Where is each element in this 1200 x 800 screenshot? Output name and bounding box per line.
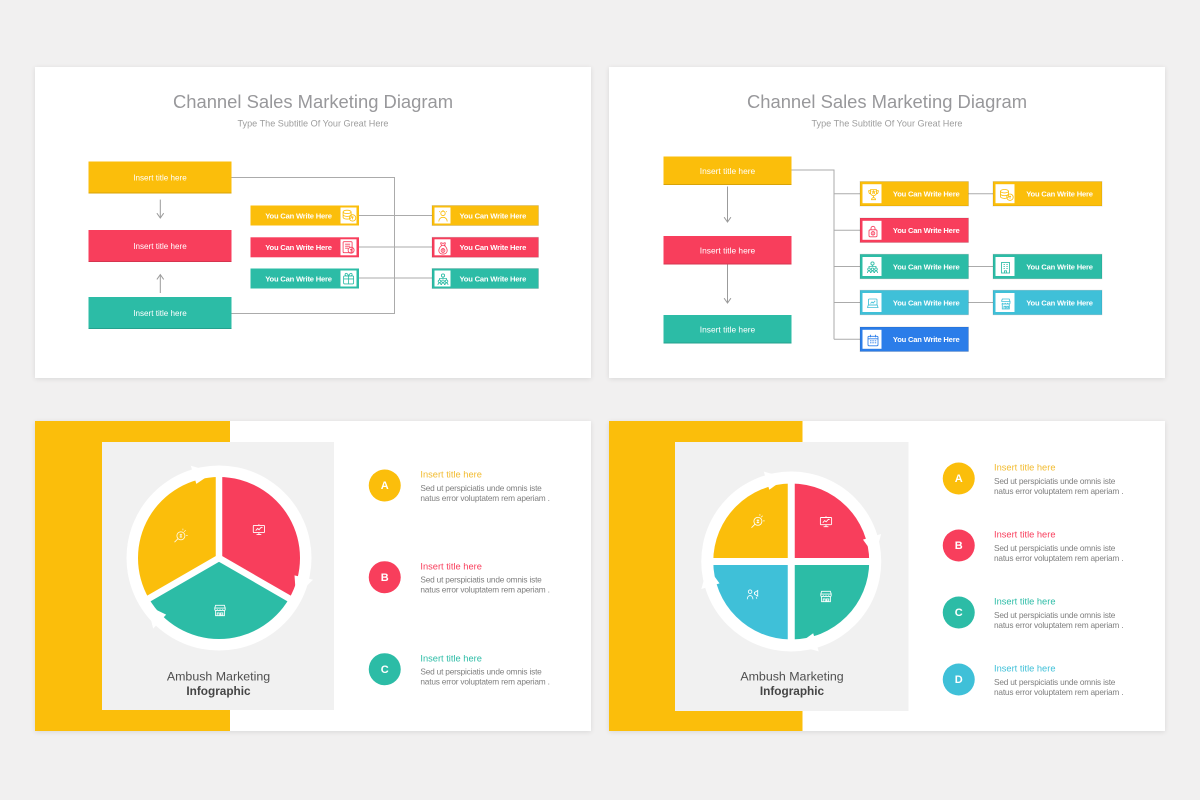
svg-text:natus error voluptatem rem ape: natus error voluptatem rem aperiam . [420,584,549,594]
svg-text:You Can Write Here: You Can Write Here [893,262,960,271]
svg-text:Infographic: Infographic [760,684,825,698]
svg-text:Sed ut perspiciatis unde omnis: Sed ut perspiciatis unde omnis iste [994,610,1116,620]
svg-text:Insert title here: Insert title here [994,596,1056,606]
svg-text:natus error voluptatem rem ape: natus error voluptatem rem aperiam . [994,686,1123,696]
svg-text:natus error voluptatem rem ape: natus error voluptatem rem aperiam . [994,485,1123,495]
svg-text:You Can Write Here: You Can Write Here [1026,262,1093,271]
svg-text:Insert title here: Insert title here [700,324,756,334]
svg-text:Insert title here: Insert title here [994,462,1056,472]
svg-text:natus error voluptatem rem ape: natus error voluptatem rem aperiam . [420,676,549,686]
svg-text:Ambush Marketing: Ambush Marketing [167,669,270,683]
svg-text:D: D [955,674,963,686]
svg-text:B: B [955,540,963,552]
svg-text:You Can Write Here: You Can Write Here [265,243,332,252]
svg-text:Ambush Marketing: Ambush Marketing [740,669,843,683]
svg-text:You Can Write Here: You Can Write Here [893,335,960,344]
svg-text:B: B [381,571,389,583]
svg-text:natus error voluptatem rem ape: natus error voluptatem rem aperiam . [994,619,1123,629]
svg-text:natus error voluptatem rem ape: natus error voluptatem rem aperiam . [994,552,1123,562]
svg-text:Insert title here: Insert title here [420,561,482,571]
svg-text:Sed ut perspiciatis unde omnis: Sed ut perspiciatis unde omnis iste [420,483,542,493]
svg-text:Insert title here: Insert title here [420,653,482,663]
svg-text:Insert title here: Insert title here [420,469,482,479]
svg-text:A: A [955,473,963,485]
svg-text:Insert title here: Insert title here [700,166,756,176]
svg-text:Sed ut perspiciatis unde omnis: Sed ut perspiciatis unde omnis iste [994,677,1116,687]
svg-text:You Can Write Here: You Can Write Here [265,211,332,220]
svg-text:Channel Sales Marketing Diagra: Channel Sales Marketing Diagram [173,91,453,112]
svg-text:Insert title here: Insert title here [994,663,1056,673]
svg-text:Sed ut perspiciatis unde omnis: Sed ut perspiciatis unde omnis iste [420,574,542,584]
svg-text:You Can Write Here: You Can Write Here [460,243,527,252]
svg-text:You Can Write Here: You Can Write Here [1026,190,1093,199]
svg-text:You Can Write Here: You Can Write Here [460,211,527,220]
svg-text:Type The Subtitle Of Your Grea: Type The Subtitle Of Your Great Here [812,119,963,129]
svg-text:Insert title here: Insert title here [700,245,756,255]
svg-text:natus error voluptatem rem ape: natus error voluptatem rem aperiam . [420,492,549,502]
svg-text:C: C [955,607,963,619]
svg-text:You Can Write Here: You Can Write Here [893,190,960,199]
svg-text:You Can Write Here: You Can Write Here [893,226,960,235]
svg-text:You Can Write Here: You Can Write Here [460,274,527,283]
svg-text:You Can Write Here: You Can Write Here [893,298,960,307]
svg-text:You Can Write Here: You Can Write Here [1026,298,1093,307]
svg-text:Sed ut perspiciatis unde omnis: Sed ut perspiciatis unde omnis iste [994,476,1116,486]
svg-text:You Can Write Here: You Can Write Here [265,274,332,283]
svg-text:Insert title here: Insert title here [994,529,1056,539]
svg-text:Sed ut perspiciatis unde omnis: Sed ut perspiciatis unde omnis iste [420,666,542,676]
svg-text:Type The Subtitle Of Your Grea: Type The Subtitle Of Your Great Here [238,119,389,129]
svg-text:C: C [381,663,389,675]
svg-text:Insert title here: Insert title here [133,242,187,251]
svg-text:A: A [381,480,389,492]
svg-text:Infographic: Infographic [186,684,251,698]
svg-text:Insert title here: Insert title here [133,309,187,318]
svg-text:Channel Sales Marketing Diagra: Channel Sales Marketing Diagram [747,91,1027,112]
svg-text:Insert title here: Insert title here [133,174,187,183]
svg-text:Sed ut perspiciatis unde omnis: Sed ut perspiciatis unde omnis iste [994,543,1116,553]
